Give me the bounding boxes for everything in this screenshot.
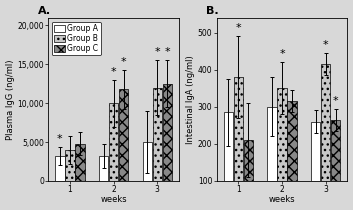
Bar — [244, 140, 253, 210]
Bar — [287, 101, 297, 210]
Text: *: * — [57, 134, 63, 144]
Text: B.: B. — [206, 5, 219, 16]
Bar — [224, 112, 233, 210]
Bar — [331, 120, 340, 210]
Bar — [321, 64, 330, 210]
Bar — [119, 89, 128, 181]
Y-axis label: Plasma IgG (ng/ml): Plasma IgG (ng/ml) — [6, 59, 14, 140]
Bar — [75, 144, 85, 181]
Text: *: * — [333, 96, 339, 106]
Bar — [267, 107, 276, 210]
Bar — [277, 88, 287, 210]
Text: A.: A. — [38, 5, 51, 16]
Text: *: * — [279, 49, 285, 59]
Text: *: * — [164, 47, 170, 57]
Bar — [152, 88, 162, 181]
Bar — [109, 103, 118, 181]
Text: *: * — [111, 67, 116, 77]
Bar — [55, 156, 65, 181]
X-axis label: weeks: weeks — [100, 196, 127, 205]
Bar — [99, 156, 108, 181]
Text: *: * — [235, 23, 241, 33]
Y-axis label: Intestinal IgA (ng/ml): Intestinal IgA (ng/ml) — [186, 55, 195, 144]
Text: *: * — [154, 47, 160, 57]
X-axis label: weeks: weeks — [269, 196, 295, 205]
Bar — [234, 77, 243, 210]
Bar — [163, 84, 172, 181]
Bar — [65, 150, 74, 181]
Legend: Group A, Group B, Group C: Group A, Group B, Group C — [52, 22, 101, 55]
Bar — [143, 142, 152, 181]
Text: *: * — [121, 57, 126, 67]
Bar — [311, 122, 320, 210]
Text: *: * — [323, 40, 328, 50]
